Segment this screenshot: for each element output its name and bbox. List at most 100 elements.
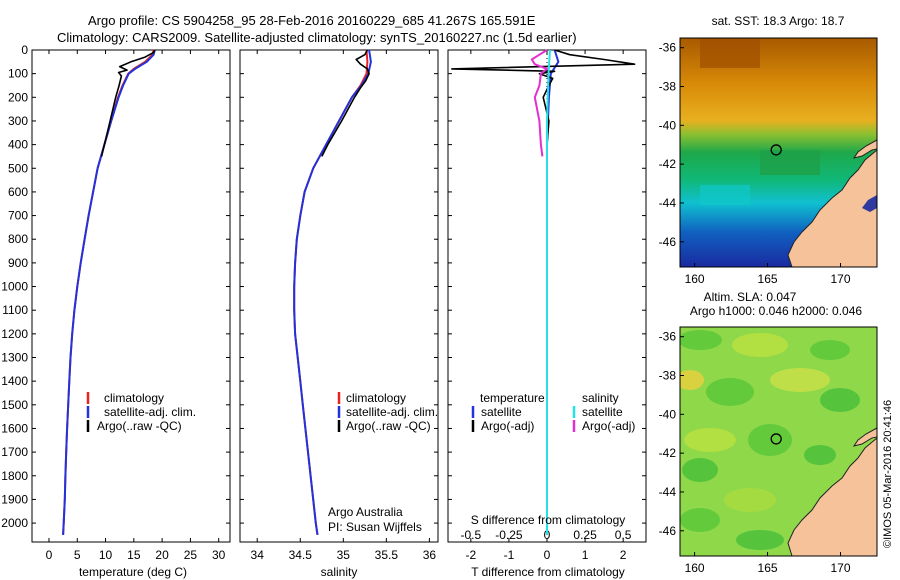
difference-legend-temperature: temperature satellite Argo(-adj) [471, 391, 545, 433]
x-tick-label: 15 [127, 548, 141, 562]
y-tick-label: 1800 [1, 469, 28, 483]
legend-salinity-heading: salinity [582, 391, 619, 405]
s-tick-label: 0.5 [615, 528, 632, 542]
y-tick-label: 900 [8, 256, 28, 270]
map-x-tick-label: 165 [758, 272, 778, 286]
y-tick-label: 600 [8, 185, 28, 199]
y-tick-label: 1100 [2, 303, 28, 317]
map-y-tick-label: -46 [659, 524, 677, 538]
sla-blob [732, 333, 788, 357]
y-tick-label: 1900 [1, 492, 28, 506]
x-tick-label: -1 [504, 548, 515, 562]
y-tick-label: 1300 [1, 351, 28, 365]
legend-argo-label: Argo(..raw -QC) [97, 419, 182, 433]
map-x-tick-label: 165 [758, 561, 778, 575]
header-line2: Climatology: CARS2009. Satellite-adjuste… [57, 30, 577, 45]
x-tick-label: 1 [582, 548, 589, 562]
sst-map-frame [679, 37, 878, 268]
imos-watermark: ©IMOS 05-Mar-2016 20:41:46 [882, 400, 894, 548]
y-tick-label: 0 [21, 43, 28, 57]
y-tick-label: 1000 [1, 280, 28, 294]
map-y-tick-label: -44 [659, 196, 677, 210]
pi-label: PI: Susan Wijffels [328, 520, 422, 534]
legend-climatology-label: climatology [346, 391, 406, 405]
sst-map-title: sat. SST: 18.3 Argo: 18.7 [712, 14, 845, 28]
map-x-tick-label: 170 [831, 272, 851, 286]
sla-blob [680, 370, 704, 390]
temperature-axes [31, 49, 231, 543]
legend-climatology-label: climatology [104, 391, 164, 405]
sla-blob [820, 388, 860, 412]
x-tick-label: 36 [423, 548, 437, 562]
map-y-tick-label: -40 [659, 118, 677, 132]
salinity-xlabel: salinity [321, 565, 358, 579]
y-tick-label: 700 [8, 209, 28, 223]
sst-axes: 160 165 170 -36 -38 -40 -42 -44 -46 [659, 41, 851, 286]
s-tick-label: -0.5 [461, 528, 482, 542]
y-tick-label: 200 [8, 90, 28, 104]
sla-map-title-line2: Argo h1000: 0.046 h2000: 0.046 [690, 304, 862, 318]
map-x-tick-label: 160 [685, 561, 705, 575]
map-y-tick-label: -46 [659, 235, 677, 249]
sst-green-patch [760, 150, 820, 175]
sla-blob [680, 330, 722, 350]
sla-blob [706, 378, 754, 406]
legend-argo-label: Argo(-adj) [481, 419, 534, 433]
sla-map-title-line1: Altim. SLA: 0.047 [704, 290, 797, 304]
y-tick-label: 1700 [1, 445, 28, 459]
legend-sal-satellite-label: satellite [582, 405, 623, 419]
series-line-argo [100, 49, 156, 157]
x-tick-label: 25 [184, 548, 198, 562]
difference-legend-salinity: salinity satellite Argo(-adj) [572, 391, 635, 433]
legend-temperature-heading: temperature [480, 391, 545, 405]
y-tick-label: 1400 [1, 374, 28, 388]
salinity-axes [239, 49, 439, 543]
sla-blob [724, 488, 776, 512]
sst-land-east [862, 195, 877, 212]
sla-land [787, 437, 877, 556]
y-tick-label: 1500 [1, 398, 28, 412]
series-line-satellite [293, 49, 372, 536]
x-tick-label: 5 [74, 548, 81, 562]
header-line1: Argo profile: CS 5904258_95 28-Feb-2016 … [88, 13, 536, 28]
sla-blob [680, 508, 720, 532]
x-tick-label: 10 [99, 548, 113, 562]
map-y-tick-label: -36 [659, 41, 677, 55]
series-line-climatology [293, 49, 369, 536]
temperature-plot: 0100200300400500600700800900100011001200… [1, 43, 230, 562]
series-line-sal_satellite [546, 49, 551, 535]
x-tick-label: 34 [251, 548, 265, 562]
sla-blob [682, 458, 718, 482]
sla-blob [684, 428, 736, 452]
temperature-legend: climatology satellite-adj. clim. Argo(..… [86, 391, 196, 433]
x-tick-label: 34.5 [289, 548, 313, 562]
x-tick-label: 0 [544, 548, 551, 562]
x-tick-label: 35.5 [375, 548, 399, 562]
map-y-tick-label: -40 [659, 407, 677, 421]
legend-satellite-label: satellite-adj. clim. [346, 405, 438, 419]
argo-position-marker [770, 433, 782, 445]
series-line-argo [321, 49, 370, 157]
sla-land-north [852, 427, 877, 447]
x-tick-label: -2 [466, 548, 477, 562]
map-y-tick-label: -36 [659, 330, 677, 344]
salinity-legend: climatology satellite-adj. clim. Argo(..… [337, 391, 438, 433]
y-tick-label: 300 [8, 114, 28, 128]
x-tick-label: 0 [46, 548, 53, 562]
map-y-tick-label: -44 [659, 485, 677, 499]
sla-anomaly-blobs [680, 330, 860, 550]
sla-map-frame [679, 326, 878, 557]
x-tick-label: 35 [337, 548, 351, 562]
argo-australia-label: Argo Australia [328, 505, 403, 519]
y-tick-label: 400 [8, 138, 28, 152]
y-tick-label: 1200 [1, 327, 28, 341]
sst-map [680, 38, 877, 267]
sst-warm-patch [700, 38, 760, 68]
s-tick-label: 0.25 [573, 528, 597, 542]
sst-land-north [852, 139, 877, 159]
salinity-plot: 34 34.5 35 35.5 36 [240, 49, 438, 562]
sla-axes: 160 165 170 -36 -38 -40 -42 -44 -46 [659, 330, 851, 575]
x-tick-label: 2 [620, 548, 627, 562]
